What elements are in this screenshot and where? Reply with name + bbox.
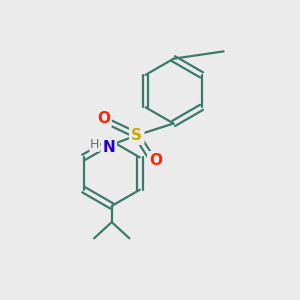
Text: O: O — [97, 111, 110, 126]
Text: S: S — [131, 128, 142, 143]
Text: N: N — [102, 140, 115, 154]
Text: O: O — [149, 153, 162, 168]
Text: H: H — [90, 138, 99, 151]
